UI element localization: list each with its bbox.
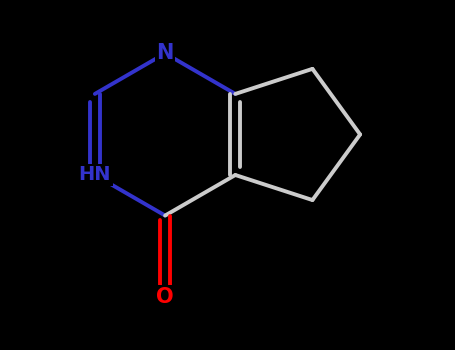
Text: O: O [157, 287, 174, 307]
Text: HN: HN [79, 166, 111, 184]
Text: N: N [157, 43, 174, 63]
